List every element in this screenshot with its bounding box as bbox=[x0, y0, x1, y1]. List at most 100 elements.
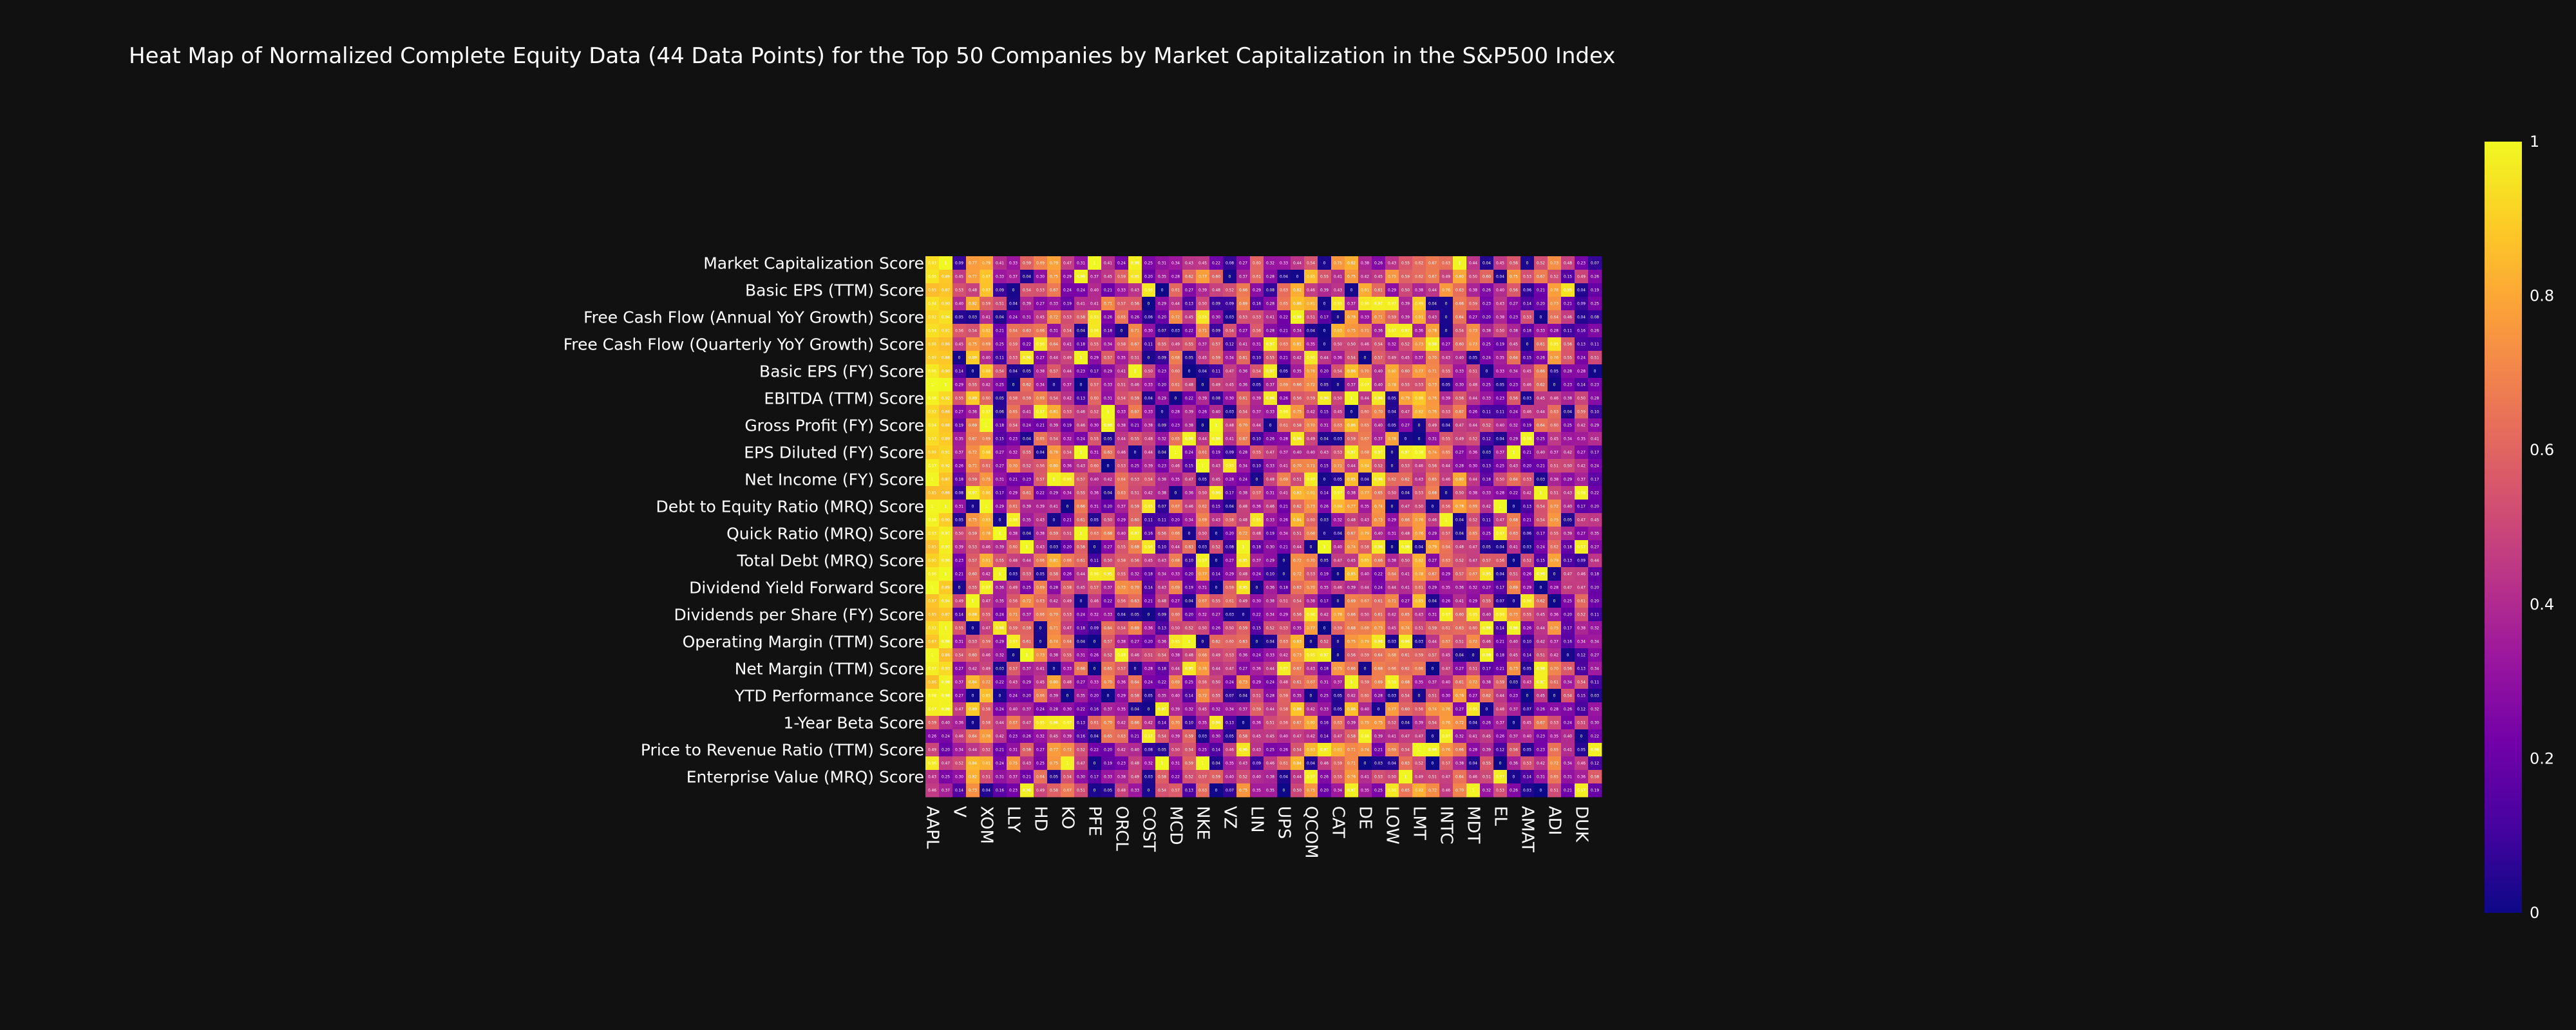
heatmap-cell-label: 0.38 bbox=[1469, 492, 1477, 496]
heatmap-cell bbox=[1277, 378, 1291, 392]
heatmap-cell-label: 0.59 bbox=[1253, 708, 1261, 712]
heatmap-cell bbox=[1264, 445, 1278, 460]
heatmap-cell bbox=[952, 270, 967, 284]
heatmap-cell-label: 0.37 bbox=[955, 451, 963, 455]
heatmap-cell-label: 0 bbox=[1053, 519, 1056, 523]
heatmap-cell-label: 0.97 bbox=[1266, 343, 1274, 347]
heatmap-cell bbox=[1548, 432, 1562, 446]
heatmap-cell bbox=[1155, 324, 1170, 338]
heatmap-cell-label: 0.45 bbox=[1510, 343, 1518, 347]
heatmap-cell bbox=[1250, 310, 1264, 324]
heatmap-cell-label: 0.81 bbox=[982, 559, 990, 563]
heatmap-cell bbox=[1034, 432, 1048, 446]
heatmap-cell bbox=[1507, 391, 1521, 406]
heatmap-cell bbox=[1318, 445, 1332, 460]
heatmap-cell-label: 0.36 bbox=[1239, 370, 1247, 374]
heatmap-cell bbox=[1115, 445, 1129, 460]
heatmap-cell-label: 0.27 bbox=[996, 465, 1004, 469]
heatmap-cell-label: 0.42 bbox=[1320, 613, 1329, 617]
heatmap-cell-label: 0.71 bbox=[1361, 330, 1369, 333]
heatmap-cell-label: 0.63 bbox=[1280, 343, 1288, 347]
heatmap-cell-label: 0.62 bbox=[1415, 262, 1423, 266]
heatmap-cell-label: 0.28 bbox=[1266, 303, 1274, 306]
heatmap-cell-label: 0.81 bbox=[982, 762, 990, 766]
heatmap-cell-label: 0.98 bbox=[1428, 343, 1437, 347]
heatmap-cell bbox=[1331, 324, 1345, 338]
heatmap-cell-label: 0.98 bbox=[1131, 262, 1139, 266]
heatmap-cell bbox=[1426, 378, 1440, 392]
heatmap-cell bbox=[993, 297, 1007, 311]
heatmap-cell bbox=[1223, 378, 1237, 392]
x-axis-tick-label: AMAT bbox=[1518, 806, 1537, 852]
heatmap-cell-label: 0.20 bbox=[942, 749, 950, 753]
heatmap-cell bbox=[1128, 310, 1142, 324]
heatmap-cell bbox=[966, 432, 980, 446]
heatmap-cell bbox=[1061, 297, 1075, 311]
heatmap-cell bbox=[1155, 283, 1170, 297]
heatmap-cell bbox=[1115, 351, 1129, 365]
heatmap-cell bbox=[1480, 310, 1494, 324]
heatmap-cell bbox=[980, 351, 994, 365]
heatmap-cell-label: 0.75 bbox=[1550, 519, 1558, 523]
heatmap-cell-label: 0.84 bbox=[1293, 519, 1302, 523]
heatmap-cell bbox=[1507, 324, 1521, 338]
heatmap-cell-label: 0.25 bbox=[1374, 789, 1383, 793]
heatmap-cell-label: 0.75 bbox=[1510, 276, 1518, 279]
heatmap-cell-label: 0.27 bbox=[1577, 532, 1586, 536]
heatmap-cell-label: 0.30 bbox=[1442, 695, 1450, 698]
heatmap-cell bbox=[1412, 418, 1426, 433]
heatmap-cell-label: 0.97 bbox=[1442, 613, 1450, 617]
heatmap-cell-label: 0 bbox=[958, 357, 961, 360]
heatmap-cell-label: 0.22 bbox=[1104, 600, 1112, 604]
heatmap-cell bbox=[1345, 432, 1359, 446]
heatmap-cell-label: 0.29 bbox=[1117, 519, 1126, 523]
heatmap-cell-label: 0.37 bbox=[1334, 681, 1342, 685]
heatmap-cell bbox=[1088, 256, 1102, 270]
x-axis-tick-label: AAPL bbox=[923, 806, 942, 849]
heatmap-cell bbox=[1047, 459, 1061, 473]
heatmap-cell-label: 0.48 bbox=[1280, 681, 1288, 685]
heatmap-cell-label: 0.60 bbox=[1361, 695, 1369, 698]
heatmap-cell bbox=[966, 310, 980, 324]
heatmap-cell-label: 0.46 bbox=[1131, 384, 1139, 388]
heatmap-cell-label: 0.56 bbox=[1036, 465, 1045, 469]
heatmap-cell-label: 0.75 bbox=[1293, 411, 1302, 415]
heatmap-cell-label: 0.37 bbox=[942, 789, 950, 793]
heatmap-cell bbox=[1507, 418, 1521, 433]
heatmap-cell bbox=[1101, 310, 1115, 324]
heatmap-cell-label: 0.20 bbox=[1144, 641, 1153, 644]
heatmap-cell bbox=[1520, 310, 1535, 324]
heatmap-cell bbox=[1466, 324, 1481, 338]
heatmap-cell-label: 0.50 bbox=[1198, 532, 1207, 536]
heatmap-cell-label: 0.29 bbox=[1158, 303, 1166, 306]
heatmap-cell bbox=[1548, 256, 1562, 270]
heatmap-cell bbox=[925, 445, 940, 460]
heatmap-cell bbox=[1548, 405, 1562, 419]
heatmap-cell-label: 0.69 bbox=[1171, 586, 1180, 590]
heatmap-cell-label: 0.50 bbox=[1455, 492, 1464, 496]
heatmap-cell bbox=[1426, 351, 1440, 365]
heatmap-cell-label: 0.68 bbox=[1401, 681, 1410, 685]
heatmap-cell bbox=[1128, 283, 1142, 297]
heatmap-cell-label: 0.49 bbox=[1307, 438, 1315, 442]
heatmap-cell-label: 0.82 bbox=[969, 303, 977, 306]
heatmap-cell-label: 0 bbox=[1323, 330, 1326, 333]
heatmap-cell bbox=[1399, 378, 1413, 392]
heatmap-cell-label: 0.36 bbox=[1253, 505, 1261, 509]
heatmap-cell-label: 0.33 bbox=[1104, 776, 1112, 780]
heatmap-cell bbox=[1034, 351, 1048, 365]
heatmap-cell-label: 0.70 bbox=[1307, 586, 1315, 590]
heatmap-cell-label: 0.68 bbox=[1104, 532, 1112, 536]
heatmap-cell-label: 0.50 bbox=[1226, 627, 1234, 631]
heatmap-cell bbox=[993, 391, 1007, 406]
heatmap-cell-label: 0.04 bbox=[1401, 722, 1410, 726]
heatmap-cell bbox=[1412, 391, 1426, 406]
heatmap-cell-label: 0.14 bbox=[1144, 586, 1153, 590]
heatmap-cell-label: 0.17 bbox=[1090, 776, 1099, 780]
heatmap-cell bbox=[1372, 283, 1386, 297]
heatmap-cell bbox=[952, 418, 967, 433]
heatmap-cell-label: 0 bbox=[1445, 330, 1448, 333]
heatmap-cell-label: 0.72 bbox=[1550, 505, 1558, 509]
heatmap-cell bbox=[1561, 256, 1575, 270]
heatmap-cell-label: 0.81 bbox=[1361, 289, 1369, 293]
